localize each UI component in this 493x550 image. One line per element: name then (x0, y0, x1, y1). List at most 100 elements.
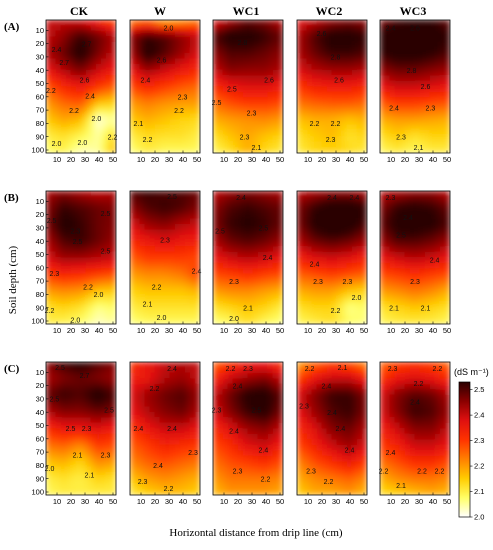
heat-cell (105, 251, 112, 258)
heat-cell (50, 383, 57, 391)
heat-cell (394, 130, 401, 137)
heat-cell (149, 400, 156, 407)
heat-cell (75, 25, 82, 32)
heat-cell (326, 130, 333, 137)
heat-cell (179, 290, 186, 297)
heat-cell (389, 36, 396, 43)
contour-label: 2.3 (243, 366, 253, 373)
heat-cell (174, 318, 181, 324)
heat-cell (139, 400, 146, 407)
heat-cell (60, 124, 67, 132)
heat-cell (144, 47, 151, 54)
heat-cell (361, 367, 367, 374)
heat-cell (90, 41, 97, 49)
heat-cell (414, 30, 421, 37)
panel-c-wc2: 2.2 2.12.42.32.42.42.42.32.210 20 30 40 50 (296, 361, 368, 506)
heat-cell (434, 102, 441, 109)
heat-cell (252, 251, 259, 258)
heat-cell (90, 36, 97, 43)
heat-cell (110, 141, 116, 148)
heat-cell (247, 478, 254, 485)
heat-cell (174, 444, 181, 451)
heat-cell (85, 483, 92, 490)
heat-cell (149, 113, 156, 121)
heat-cell (55, 383, 62, 391)
heat-cell (351, 25, 358, 32)
heat-cell (389, 75, 396, 82)
heat-cell (429, 47, 436, 54)
heat-cell (237, 212, 244, 220)
heat-cell (222, 147, 229, 153)
heat-cell (336, 362, 343, 368)
heat-cell (384, 20, 391, 26)
heat-cell (70, 400, 77, 407)
heat-cell (149, 229, 156, 236)
heat-cell (429, 52, 436, 60)
heat-cell (341, 383, 348, 391)
heat-cell (247, 207, 254, 214)
heat-cell (46, 136, 52, 143)
heat-cell (130, 433, 136, 440)
heat-cell (257, 64, 264, 71)
heat-cell (341, 257, 348, 264)
heat-cell (316, 406, 323, 413)
heat-cell (301, 257, 308, 264)
heat-cell (306, 240, 313, 247)
heat-cell (331, 240, 338, 247)
heat-cell (336, 318, 343, 324)
heat-cell (50, 461, 57, 468)
x-tick-label: 40 (179, 155, 187, 164)
heat-cell (297, 417, 303, 424)
heat-cell (277, 124, 283, 132)
heat-cell (380, 235, 386, 242)
heat-cell (222, 102, 229, 109)
heat-cell (100, 466, 107, 474)
heat-cell (399, 36, 406, 43)
heat-cell (311, 113, 318, 121)
heat-cell (189, 97, 196, 104)
heat-cell (149, 102, 156, 109)
heat-cell (110, 212, 116, 220)
heat-cell (252, 136, 259, 143)
heat-cell (301, 119, 308, 126)
heat-cell (70, 394, 77, 402)
heat-cell (179, 36, 186, 43)
heat-cell (184, 257, 191, 264)
heat-cell (189, 290, 196, 297)
heat-cell (174, 389, 181, 396)
heat-cell (184, 295, 191, 303)
heat-cell (404, 279, 411, 286)
heat-cell (361, 372, 367, 379)
heat-cell (80, 191, 87, 197)
heat-cell (213, 47, 219, 54)
heat-cell (50, 201, 57, 208)
heat-cell (341, 124, 348, 132)
heat-cell (169, 47, 176, 54)
heat-cell (55, 86, 62, 93)
heat-cell (351, 69, 358, 76)
heat-cell (399, 307, 406, 314)
heat-cell (404, 262, 411, 269)
heat-cell (75, 97, 82, 104)
heat-cell (419, 86, 426, 93)
heat-cell (389, 108, 396, 115)
x-tick-label: 10 (220, 326, 228, 335)
heat-cell (272, 147, 279, 153)
heat-cell (50, 119, 57, 126)
heat-cell (321, 141, 328, 148)
heat-cell (60, 433, 67, 440)
heat-cell (316, 411, 323, 418)
heat-cell (429, 262, 436, 269)
heat-cell (232, 433, 239, 440)
heat-cell (257, 229, 264, 236)
heat-cell (50, 30, 57, 37)
heat-cell (60, 279, 67, 286)
heat-cell (217, 75, 224, 82)
heat-cell (85, 400, 92, 407)
heat-cell (306, 36, 313, 43)
heat-cell (95, 400, 102, 407)
heat-cell (80, 130, 87, 137)
heat-cell (154, 91, 161, 98)
heat-cell (399, 262, 406, 269)
heat-cell (154, 196, 161, 203)
